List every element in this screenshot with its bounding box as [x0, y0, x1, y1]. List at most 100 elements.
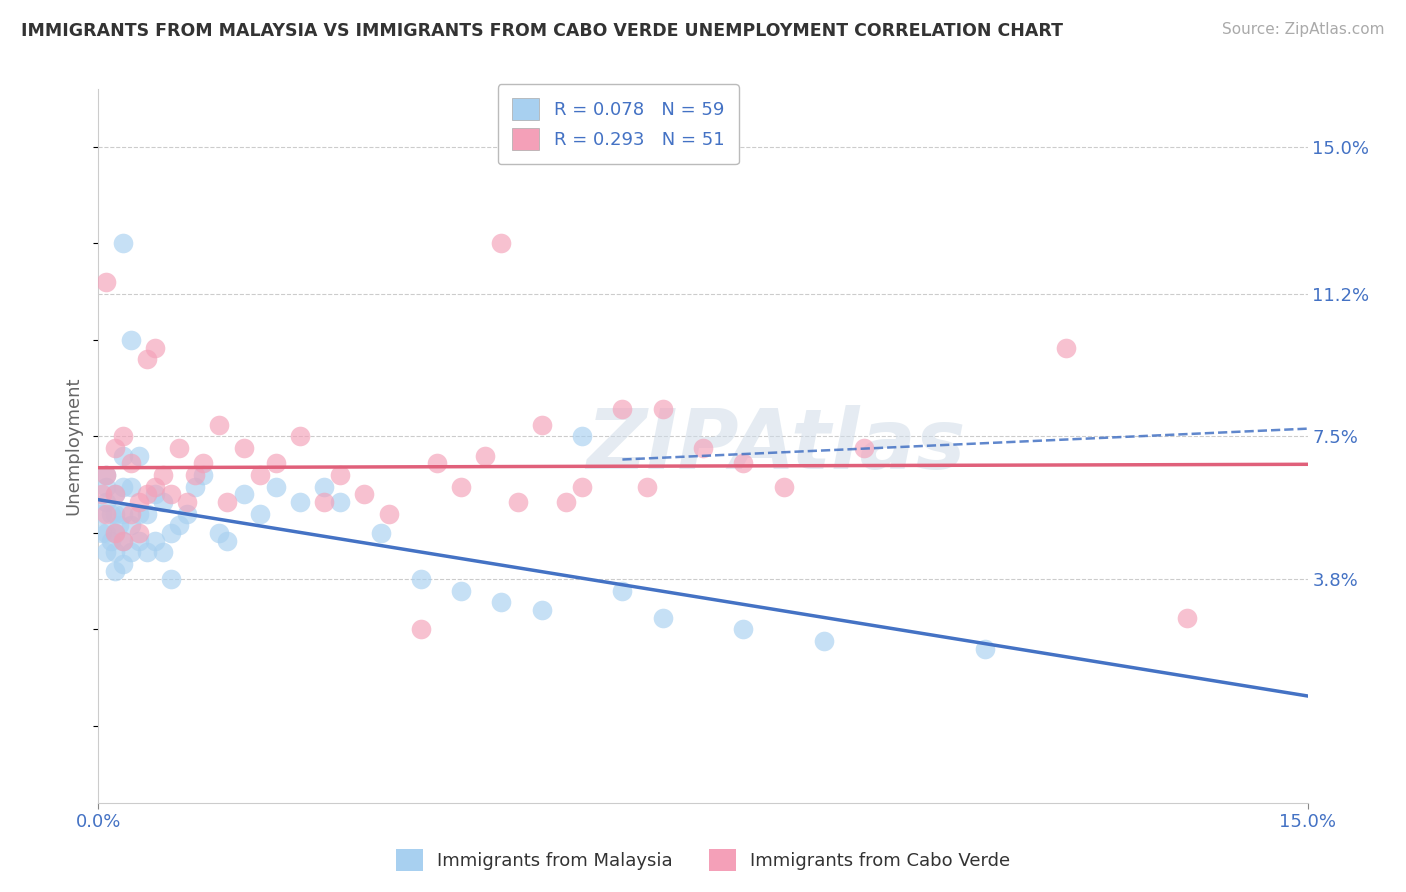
Point: [491, 595, 513, 609]
Legend: Immigrants from Malaysia, Immigrants from Cabo Verde: Immigrants from Malaysia, Immigrants fro…: [388, 842, 1018, 879]
Point: [128, 495, 150, 509]
Point: [1175, 610, 1198, 624]
Point: [184, 467, 207, 482]
Point: [612, 583, 634, 598]
Point: [96, 507, 118, 521]
Point: [96, 495, 118, 509]
Point: [128, 449, 150, 463]
Point: [232, 487, 254, 501]
Point: [103, 525, 125, 540]
Point: [353, 487, 375, 501]
Point: [530, 417, 553, 432]
Point: [96, 545, 118, 559]
Point: [377, 507, 399, 521]
Point: [571, 479, 593, 493]
Point: [100, 507, 122, 521]
Point: [813, 633, 835, 648]
Point: [143, 487, 166, 501]
Point: [232, 441, 254, 455]
Point: [612, 402, 634, 417]
Point: [107, 518, 129, 533]
Point: [120, 518, 142, 533]
Point: [103, 565, 125, 579]
Point: [103, 525, 125, 540]
Point: [167, 441, 190, 455]
Point: [111, 236, 134, 251]
Point: [974, 641, 997, 656]
Point: [264, 456, 287, 470]
Point: [160, 572, 183, 586]
Point: [111, 533, 134, 548]
Point: [128, 533, 150, 548]
Point: [651, 402, 673, 417]
Point: [474, 449, 496, 463]
Point: [264, 479, 287, 493]
Text: IMMIGRANTS FROM MALAYSIA VS IMMIGRANTS FROM CABO VERDE UNEMPLOYMENT CORRELATION : IMMIGRANTS FROM MALAYSIA VS IMMIGRANTS F…: [21, 22, 1063, 40]
Point: [772, 479, 794, 493]
Point: [160, 487, 183, 501]
Point: [217, 495, 239, 509]
Point: [111, 507, 134, 521]
Point: [152, 467, 174, 482]
Point: [491, 236, 513, 251]
Point: [288, 495, 311, 509]
Point: [152, 545, 174, 559]
Point: [409, 572, 432, 586]
Point: [176, 507, 198, 521]
Point: [96, 479, 118, 493]
Point: [128, 525, 150, 540]
Point: [135, 352, 157, 367]
Point: [176, 495, 198, 509]
Point: [208, 417, 231, 432]
Point: [111, 479, 134, 493]
Point: [193, 456, 215, 470]
Point: [96, 275, 118, 289]
Point: [853, 441, 876, 455]
Point: [160, 525, 183, 540]
Point: [651, 610, 673, 624]
Point: [636, 479, 658, 493]
Point: [135, 545, 157, 559]
Point: [111, 429, 134, 443]
Point: [506, 495, 529, 509]
Point: [152, 495, 174, 509]
Point: [120, 545, 142, 559]
Point: [249, 507, 271, 521]
Point: [120, 479, 142, 493]
Point: [96, 467, 118, 482]
Point: [208, 525, 231, 540]
Point: [426, 456, 449, 470]
Legend: R = 0.078   N = 59, R = 0.293   N = 51: R = 0.078 N = 59, R = 0.293 N = 51: [498, 84, 740, 164]
Point: [530, 603, 553, 617]
Point: [100, 533, 122, 548]
Point: [103, 507, 125, 521]
Point: [329, 495, 352, 509]
Point: [193, 467, 215, 482]
Point: [450, 583, 472, 598]
Point: [128, 507, 150, 521]
Point: [111, 533, 134, 548]
Point: [184, 479, 207, 493]
Point: [96, 467, 118, 482]
Point: [96, 525, 118, 540]
Point: [103, 441, 125, 455]
Point: [733, 456, 755, 470]
Point: [217, 533, 239, 548]
Point: [111, 449, 134, 463]
Point: [91, 487, 114, 501]
Point: [143, 341, 166, 355]
Point: [409, 622, 432, 636]
Point: [329, 467, 352, 482]
Point: [314, 479, 336, 493]
Point: [143, 533, 166, 548]
Point: [167, 518, 190, 533]
Y-axis label: Unemployment: Unemployment: [65, 376, 83, 516]
Point: [571, 429, 593, 443]
Point: [135, 487, 157, 501]
Point: [1054, 341, 1077, 355]
Point: [249, 467, 271, 482]
Point: [103, 487, 125, 501]
Point: [91, 525, 114, 540]
Point: [370, 525, 392, 540]
Point: [111, 557, 134, 571]
